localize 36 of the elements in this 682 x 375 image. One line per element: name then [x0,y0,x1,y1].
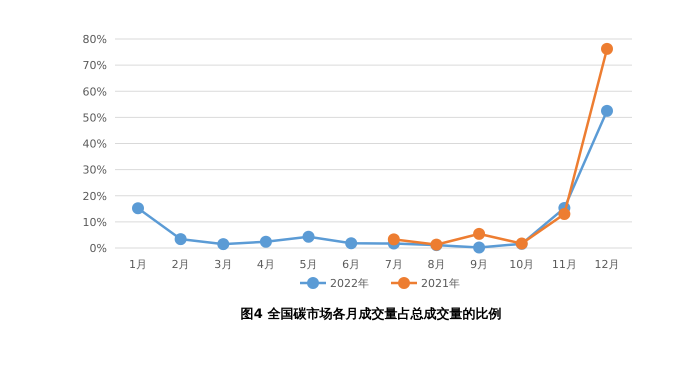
y-tick-label: 20% [82,190,107,203]
x-tick-label: 11月 [552,258,577,271]
point [473,228,486,240]
x-tick-label: 10月 [509,258,534,271]
x-tick-label: 9月 [470,258,488,271]
point [558,208,570,220]
point [260,236,272,248]
y-tick-label: 50% [82,111,107,124]
x-tick-label: 5月 [300,258,318,271]
legend-label: 2021年 [421,277,460,290]
point [132,202,144,214]
x-tick-label: 3月 [214,258,232,271]
x-tick-label: 7月 [384,258,403,271]
y-tick-label: 0% [90,242,107,255]
x-tick-label: 12月 [594,258,620,271]
y-tick-label: 40% [82,138,107,150]
x-tick-label: 8月 [427,258,446,271]
point [174,233,187,246]
point [388,233,400,246]
y-tick-label: 80% [82,33,107,46]
point [302,230,315,243]
x-tick-label: 2月 [172,258,190,271]
x-tick-label: 6月 [342,258,360,271]
point [345,237,358,250]
y-tick-label: 10% [82,216,107,229]
y-tick-label: 70% [82,59,107,72]
point [473,241,486,254]
x-tick-label: 1月 [129,258,147,271]
text: 图4 全国碳市场各月成交量占总成交量的比例 [240,306,502,322]
y-tick-label: 60% [82,85,107,98]
legend-label: 2022年 [330,277,369,290]
point [217,238,230,250]
x-tick-label: 4月 [256,258,275,271]
point [601,104,613,117]
point [601,42,613,55]
y-tick-label: 30% [82,164,107,177]
